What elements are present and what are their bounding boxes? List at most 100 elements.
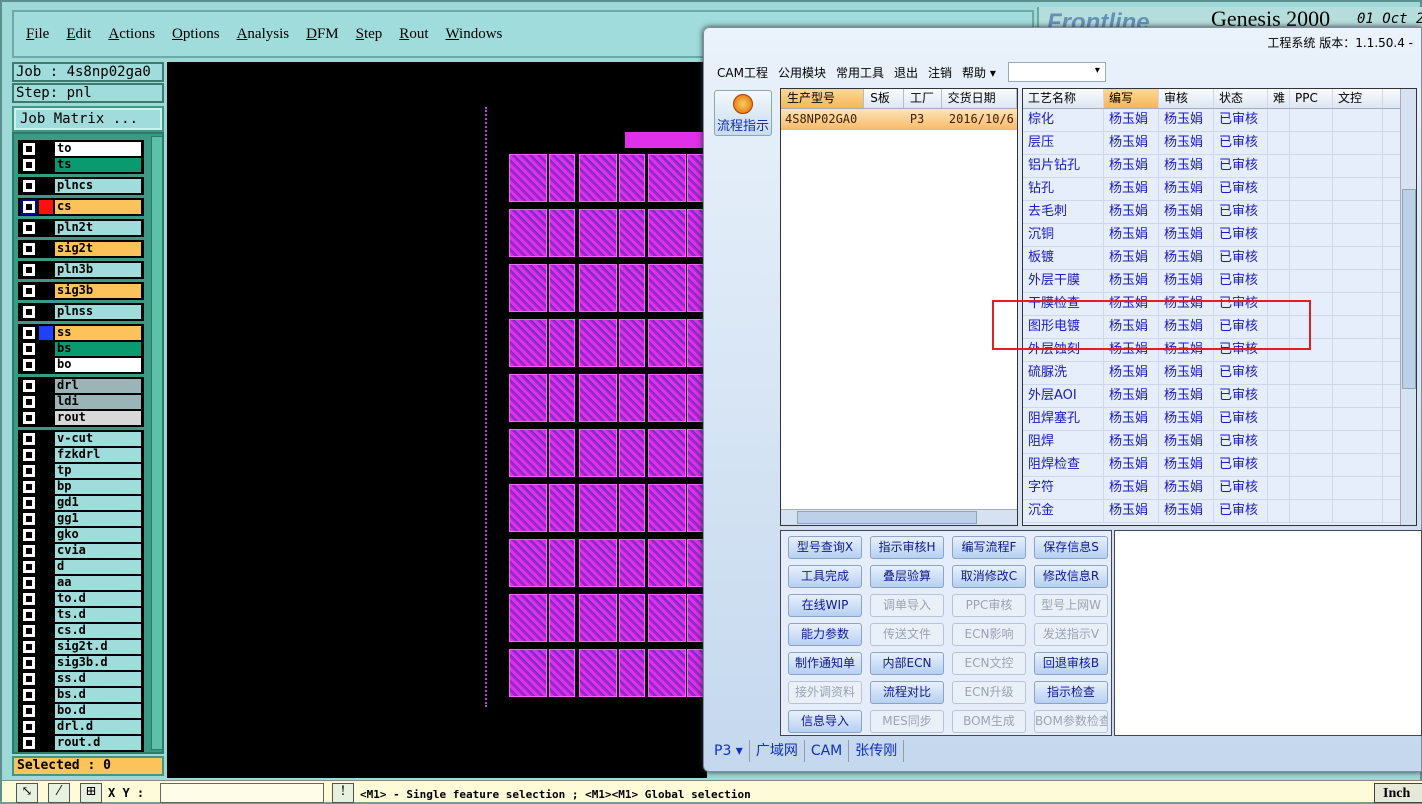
- layer-row[interactable]: ts: [19, 157, 143, 173]
- action-button[interactable]: 工具完成: [788, 565, 862, 588]
- layer-checkbox[interactable]: [23, 689, 35, 701]
- layer-row[interactable]: ss: [19, 325, 143, 341]
- menu-windows[interactable]: Windows: [445, 25, 503, 42]
- menu-help[interactable]: 帮助 ▾: [962, 65, 996, 80]
- layer-checkbox[interactable]: [23, 673, 35, 685]
- layer-checkbox[interactable]: [23, 705, 35, 717]
- col-ppc[interactable]: PPC: [1290, 89, 1333, 108]
- process-scrollbar[interactable]: [1400, 89, 1416, 525]
- layer-row[interactable]: plncs: [19, 178, 143, 194]
- col-reviewer[interactable]: 审核: [1159, 89, 1214, 108]
- layer-row[interactable]: bs: [19, 341, 143, 357]
- col-delivery[interactable]: 交货日期: [942, 89, 1017, 108]
- layer-checkbox[interactable]: [23, 222, 35, 234]
- menu-edit[interactable]: Edit: [66, 25, 92, 42]
- process-row[interactable]: 字符 杨玉娟 杨玉娟 已审核: [1023, 477, 1416, 500]
- layer-row[interactable]: ss.d: [19, 671, 143, 687]
- menu-common-tools[interactable]: 常用工具: [835, 65, 884, 80]
- graphics-canvas[interactable]: [167, 62, 707, 778]
- layer-checkbox[interactable]: [23, 264, 35, 276]
- layer-checkbox[interactable]: [23, 513, 35, 525]
- menu-options[interactable]: Options: [172, 25, 220, 42]
- layer-row[interactable]: rout: [19, 410, 143, 426]
- layer-checkbox[interactable]: [23, 285, 35, 297]
- process-row[interactable]: 外层干膜 杨玉娟 杨玉娟 已审核: [1023, 270, 1416, 293]
- process-row[interactable]: 铝片钻孔 杨玉娟 杨玉娟 已审核: [1023, 155, 1416, 178]
- layer-row[interactable]: bo: [19, 357, 143, 373]
- layer-row[interactable]: ts.d: [19, 607, 143, 623]
- action-button[interactable]: 接外调资料: [788, 681, 862, 704]
- action-button[interactable]: 在线WIP: [788, 594, 862, 617]
- action-button[interactable]: 保存信息S: [1034, 536, 1108, 559]
- action-button[interactable]: 流程对比: [870, 681, 944, 704]
- layer-row[interactable]: cs: [19, 199, 143, 215]
- process-row[interactable]: 图形电镀 杨玉娟 杨玉娟 已审核: [1023, 316, 1416, 339]
- process-row[interactable]: 板镀 杨玉娟 杨玉娟 已审核: [1023, 247, 1416, 270]
- layer-checkbox[interactable]: [23, 327, 35, 339]
- snap-icon[interactable]: ⁄: [48, 783, 70, 803]
- layer-row[interactable]: bp: [19, 479, 143, 495]
- layer-checkbox[interactable]: [23, 561, 35, 573]
- action-button[interactable]: 指示检查: [1034, 681, 1108, 704]
- layer-row[interactable]: rout.d: [19, 735, 143, 751]
- process-row[interactable]: 层压 杨玉娟 杨玉娟 已审核: [1023, 132, 1416, 155]
- col-process[interactable]: 工艺名称: [1023, 89, 1104, 108]
- layer-checkbox[interactable]: [23, 641, 35, 653]
- action-button[interactable]: ECN文控: [952, 652, 1026, 675]
- col-s[interactable]: S板: [864, 89, 904, 108]
- xy-input[interactable]: [160, 783, 324, 803]
- action-button[interactable]: 型号上网W: [1034, 594, 1108, 617]
- menu-actions[interactable]: Actions: [108, 25, 156, 42]
- layer-checkbox[interactable]: [23, 609, 35, 621]
- col-status[interactable]: 状态: [1214, 89, 1268, 108]
- menu-combo[interactable]: [1007, 62, 1106, 82]
- menu-dfm[interactable]: DFM: [306, 25, 339, 42]
- layer-checkbox[interactable]: [23, 497, 35, 509]
- layer-row[interactable]: sig2t.d: [19, 639, 143, 655]
- process-row[interactable]: 阻焊检查 杨玉娟 杨玉娟 已审核: [1023, 454, 1416, 477]
- action-button[interactable]: 叠层验算: [870, 565, 944, 588]
- action-button[interactable]: 型号查询X: [788, 536, 862, 559]
- menu-file[interactable]: File: [26, 25, 50, 42]
- action-button[interactable]: 传送文件: [870, 623, 944, 646]
- col-author[interactable]: 编写: [1104, 89, 1159, 108]
- action-button[interactable]: 信息导入: [788, 710, 862, 733]
- layer-row[interactable]: gg1: [19, 511, 143, 527]
- layer-checkbox[interactable]: [23, 396, 35, 408]
- layer-row[interactable]: bs.d: [19, 687, 143, 703]
- zoom-fit-icon[interactable]: ⤡: [16, 783, 38, 803]
- layer-checkbox[interactable]: [23, 143, 35, 155]
- layer-checkbox[interactable]: [23, 243, 35, 255]
- layer-checkbox[interactable]: [23, 625, 35, 637]
- factory-select[interactable]: P3 ▾: [708, 740, 750, 762]
- layer-checkbox[interactable]: [23, 449, 35, 461]
- process-row[interactable]: 硫脲洗 杨玉娟 杨玉娟 已审核: [1023, 362, 1416, 385]
- orders-hscrollbar[interactable]: [781, 509, 1017, 525]
- col-difficulty[interactable]: 难: [1268, 89, 1290, 108]
- layer-checkbox[interactable]: [23, 359, 35, 371]
- menu-analysis[interactable]: Analysis: [236, 25, 290, 42]
- action-button[interactable]: 编写流程F: [952, 536, 1026, 559]
- layer-row[interactable]: cs.d: [19, 623, 143, 639]
- layer-checkbox[interactable]: [23, 721, 35, 733]
- layer-row[interactable]: drl.d: [19, 719, 143, 735]
- action-button[interactable]: 修改信息R: [1034, 565, 1108, 588]
- layer-row[interactable]: pln3b: [19, 262, 143, 278]
- layer-row[interactable]: sig3b.d: [19, 655, 143, 671]
- process-row[interactable]: 沉铜 杨玉娟 杨玉娟 已审核: [1023, 224, 1416, 247]
- layer-row[interactable]: tp: [19, 463, 143, 479]
- action-button[interactable]: ECN影响: [952, 623, 1026, 646]
- layer-row[interactable]: ldi: [19, 394, 143, 410]
- job-matrix-button[interactable]: Job Matrix ...: [14, 108, 162, 130]
- action-button[interactable]: 指示审核H: [870, 536, 944, 559]
- action-button[interactable]: 内部ECN: [870, 652, 944, 675]
- alert-icon[interactable]: !: [332, 783, 354, 803]
- layer-row[interactable]: gko: [19, 527, 143, 543]
- layer-row[interactable]: aa: [19, 575, 143, 591]
- layer-row[interactable]: bo.d: [19, 703, 143, 719]
- menu-common-modules[interactable]: 公用模块: [777, 65, 826, 80]
- process-row[interactable]: 去毛刺 杨玉娟 杨玉娟 已审核: [1023, 201, 1416, 224]
- layer-checkbox[interactable]: [23, 412, 35, 424]
- action-button[interactable]: PPC审核: [952, 594, 1026, 617]
- layer-checkbox[interactable]: [23, 380, 35, 392]
